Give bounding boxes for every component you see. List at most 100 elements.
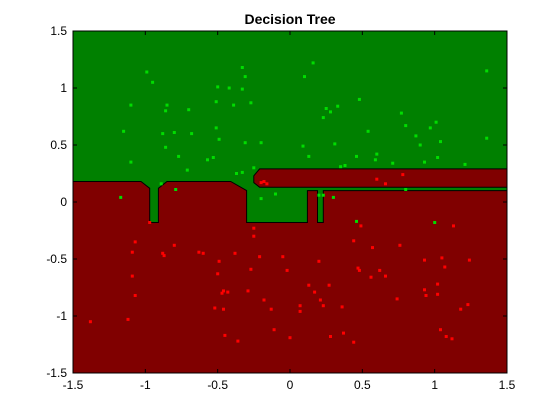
data-point-series-2 [467, 258, 471, 262]
data-point-series-1 [485, 136, 489, 140]
plot-area [72, 31, 508, 374]
data-point-series-2 [424, 294, 428, 297]
data-point-series-1 [418, 143, 422, 147]
data-point-series-1 [145, 70, 149, 74]
data-point-series-1 [249, 101, 253, 105]
y-axis: -1.5 -1 -0.5 0 0.5 1 1.5 [46, 24, 507, 380]
y-tick-label: 0.5 [50, 138, 67, 152]
data-point-series-1 [485, 69, 489, 73]
data-point-series-1 [259, 197, 263, 201]
data-point-series-2 [298, 309, 302, 313]
x-tick-label: -1 [140, 378, 151, 392]
data-point-series-1 [311, 61, 315, 65]
data-point-series-2 [395, 297, 399, 301]
data-point-series-2 [401, 173, 405, 177]
data-point-series-1 [235, 172, 238, 175]
data-point-series-1 [159, 182, 163, 186]
data-point-series-2 [443, 265, 447, 269]
data-point-series-1 [164, 145, 168, 149]
data-point-series-1 [399, 111, 403, 115]
x-axis: -1.5 -1 -0.5 0 0.5 1 1.5 [63, 31, 516, 392]
data-point-series-1 [164, 109, 168, 113]
data-point-series-1 [433, 221, 437, 224]
data-point-series-2 [172, 243, 176, 247]
data-point-series-2 [262, 180, 266, 183]
data-point-series-2 [459, 307, 463, 311]
data-point-series-2 [213, 306, 217, 310]
data-point-series-2 [369, 275, 373, 279]
data-point-series-2 [223, 333, 227, 337]
data-point-series-2 [423, 288, 426, 292]
data-point-series-2 [359, 224, 363, 228]
data-point-series-1 [206, 158, 209, 162]
x-tick-label: -0.5 [207, 378, 228, 392]
data-point-series-1 [463, 162, 467, 166]
data-point-series-2 [252, 234, 256, 238]
y-tick-label: 1 [60, 81, 67, 95]
data-point-series-1 [214, 100, 218, 104]
class-b-strip [253, 168, 508, 188]
data-point-series-1 [252, 166, 256, 170]
data-point-series-2 [452, 224, 455, 228]
data-point-series-1 [165, 103, 169, 107]
data-point-series-2 [298, 304, 302, 308]
data-point-series-2 [318, 298, 322, 302]
data-point-series-1 [439, 140, 442, 144]
data-point-series-1 [211, 156, 215, 159]
data-point-series-2 [162, 254, 166, 258]
data-point-series-2 [436, 282, 440, 286]
data-point-series-2 [265, 182, 269, 186]
data-point-series-1 [301, 144, 305, 148]
data-point-series-1 [329, 110, 332, 114]
data-point-series-2 [317, 259, 321, 263]
data-point-series-1 [336, 104, 340, 108]
data-point-series-2 [233, 251, 237, 255]
data-point-series-1 [373, 158, 377, 162]
data-point-series-2 [130, 274, 134, 278]
data-point-series-1 [428, 126, 432, 130]
y-tick-label: 0 [60, 195, 67, 209]
data-point-series-2 [384, 274, 387, 278]
x-tick-label: 0 [287, 378, 294, 392]
y-tick-label: -1.5 [46, 366, 67, 380]
data-point-series-2 [197, 250, 201, 254]
data-point-series-2 [281, 255, 285, 259]
data-point-series-1 [119, 195, 123, 199]
data-point-series-1 [185, 168, 189, 172]
x-tick-label: 1.5 [499, 378, 516, 392]
data-point-series-2 [272, 328, 276, 332]
data-point-series-1 [343, 164, 347, 167]
data-point-series-2 [148, 221, 152, 224]
data-point-series-2 [201, 251, 205, 255]
data-point-series-1 [122, 129, 126, 133]
data-point-series-1 [240, 87, 244, 91]
data-point-series-1 [187, 108, 191, 112]
data-point-series-1 [307, 154, 311, 158]
data-point-series-2 [249, 267, 253, 271]
data-point-series-2 [216, 272, 220, 276]
data-point-series-2 [342, 331, 345, 335]
x-tick-label: 1 [431, 378, 438, 392]
x-tick-label: 0.5 [354, 378, 371, 392]
data-point-series-2 [357, 268, 361, 272]
data-point-series-1 [243, 75, 247, 79]
data-point-series-1 [216, 85, 220, 89]
data-point-series-2 [161, 251, 165, 255]
data-point-series-2 [378, 268, 382, 272]
data-point-series-2 [88, 320, 92, 324]
data-point-series-2 [356, 266, 360, 270]
data-point-series-2 [222, 289, 225, 293]
y-tick-label: -0.5 [46, 252, 67, 266]
data-point-series-1 [331, 195, 335, 199]
data-point-series-1 [243, 141, 247, 145]
data-point-series-1 [303, 75, 306, 79]
data-point-series-1 [217, 137, 221, 141]
data-point-series-2 [222, 307, 225, 311]
data-point-series-2 [340, 305, 344, 309]
data-point-series-2 [466, 303, 470, 307]
data-point-series-1 [321, 193, 325, 197]
data-point-series-1 [129, 160, 133, 164]
data-point-series-2 [217, 259, 221, 263]
data-point-series-1 [414, 134, 418, 138]
data-point-series-2 [288, 336, 292, 340]
